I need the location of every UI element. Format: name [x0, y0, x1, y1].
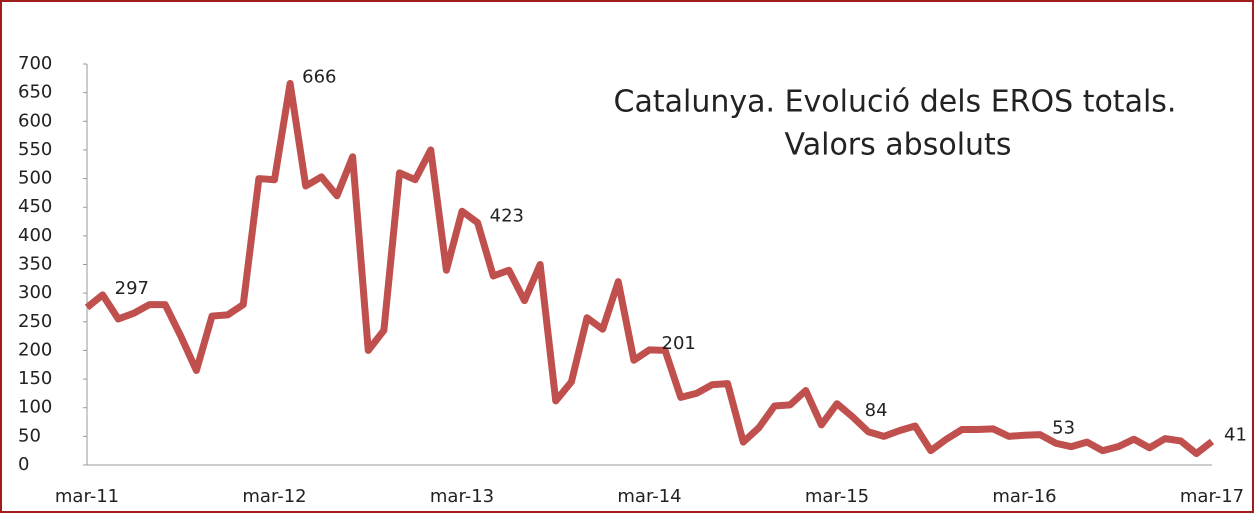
- y-tick-label: 250: [18, 311, 52, 332]
- y-tick-label: 100: [18, 397, 52, 418]
- x-tick-label: mar-12: [242, 486, 306, 507]
- y-tick-label: 50: [18, 425, 41, 446]
- y-tick-label: 600: [18, 110, 52, 131]
- y-tick-label: 550: [18, 139, 52, 160]
- y-tick-label: 400: [18, 225, 52, 246]
- y-tick-label: 150: [18, 368, 52, 389]
- x-tick-label: mar-13: [430, 486, 494, 507]
- data-label: 201: [662, 333, 696, 354]
- chart-subtitle: Valors absoluts: [785, 128, 1012, 163]
- y-tick-label: 450: [18, 196, 52, 217]
- chart-title: Catalunya. Evolució dels EROS totals.: [614, 85, 1177, 120]
- x-tick-label: mar-16: [992, 486, 1056, 507]
- y-tick-label: 200: [18, 339, 52, 360]
- line-series: [84, 79, 1215, 458]
- y-tick-label: 650: [18, 82, 52, 103]
- y-tick-label: 700: [18, 53, 52, 74]
- data-label: 423: [490, 206, 524, 227]
- data-label: 53: [1052, 418, 1075, 439]
- y-tick-label: 0: [18, 454, 29, 475]
- y-tick-label: 500: [18, 168, 52, 189]
- x-tick-label: mar-15: [805, 486, 869, 507]
- x-tick-label: mar-14: [617, 486, 681, 507]
- x-tick-label: mar-17: [1180, 486, 1244, 507]
- data-label: 84: [865, 400, 888, 421]
- data-label: 666: [302, 66, 336, 87]
- data-label: 41: [1224, 425, 1247, 446]
- x-tick-label: mar-11: [55, 486, 119, 507]
- y-tick-label: 350: [18, 254, 52, 275]
- y-tick-label: 300: [18, 282, 52, 303]
- data-label: 297: [115, 278, 149, 299]
